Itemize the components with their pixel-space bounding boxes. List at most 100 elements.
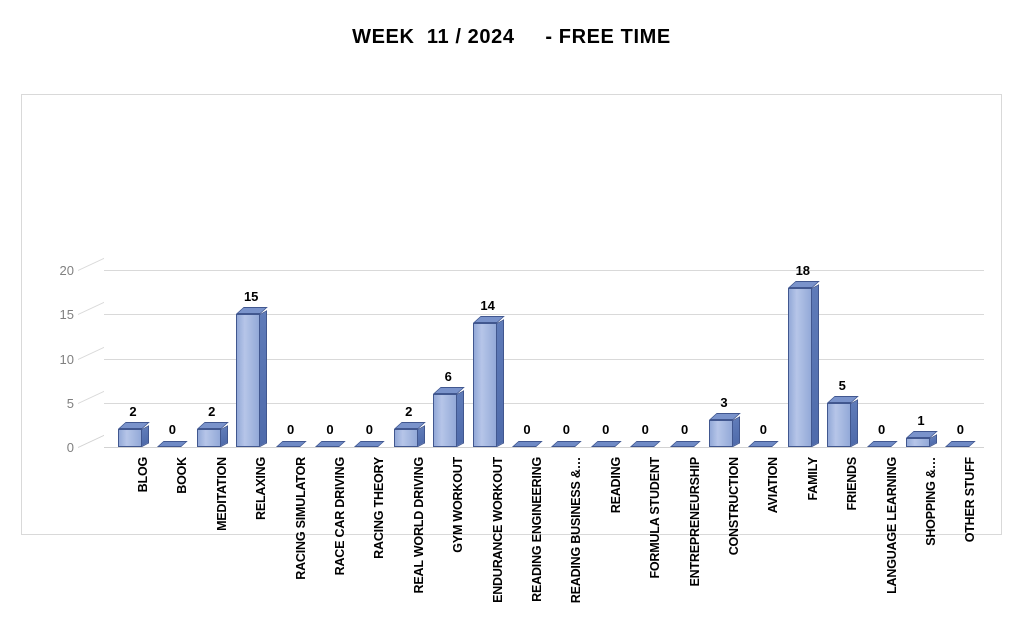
gridline xyxy=(104,270,984,271)
bar-column[interactable]: 0 xyxy=(315,95,352,447)
bar-zero-marker xyxy=(315,441,346,447)
bar-value-label: 0 xyxy=(956,422,964,437)
bar-column[interactable]: 0 xyxy=(590,95,628,447)
bar-column[interactable]: 0 xyxy=(748,95,785,447)
x-axis-category-label: RACING THEORY xyxy=(372,457,387,559)
x-axis-category-label: RACING SIMULATOR xyxy=(293,457,308,580)
x-axis-category-label: MEDITATION xyxy=(214,457,229,531)
x-axis-category-label: READING ENGINEERING xyxy=(530,457,544,602)
bar-value-label: 2 xyxy=(405,404,413,419)
bar-side-face xyxy=(496,319,504,447)
bar-column[interactable]: 2 xyxy=(118,95,155,447)
bar-value-label: 1 xyxy=(917,413,925,428)
bar-side-face xyxy=(733,416,740,447)
gridline-depth xyxy=(78,346,104,372)
bar-front-face xyxy=(827,403,852,447)
bar-value-label: 0 xyxy=(562,422,570,437)
bar-side-face xyxy=(851,399,859,447)
bar-zero-marker xyxy=(512,441,543,447)
bar-value-label: 0 xyxy=(168,422,176,437)
bar-column[interactable]: 0 xyxy=(630,95,667,447)
bar-value-label: 0 xyxy=(365,422,373,437)
bar-zero-marker xyxy=(551,441,583,447)
x-axis-category-label: RELAXING xyxy=(254,457,269,520)
x-axis-category-label: FORMULA STUDENT xyxy=(648,457,663,579)
bar-column[interactable]: 0 xyxy=(157,95,194,447)
bar-front-face xyxy=(118,429,142,447)
bar-front-face xyxy=(472,323,497,447)
bar-column[interactable]: 3 xyxy=(709,95,746,447)
bar-column[interactable]: 0 xyxy=(512,95,549,447)
bar-side-face xyxy=(457,390,465,447)
bar-value-label: 5 xyxy=(838,378,846,393)
x-axis-category-label: BOOK xyxy=(175,457,190,494)
bar-value-label: 14 xyxy=(480,298,495,313)
bar-column[interactable]: 0 xyxy=(551,95,588,447)
x-axis-category-label: GYM WORKOUT xyxy=(451,457,466,553)
bar-side-face xyxy=(811,284,819,447)
bar-column[interactable]: 18 xyxy=(787,95,825,447)
bar-value-label: 0 xyxy=(326,422,334,437)
bar-column[interactable]: 15 xyxy=(236,95,273,447)
bar-value-label: 0 xyxy=(602,422,610,437)
bar-side-face xyxy=(142,425,149,447)
bar-column[interactable]: 2 xyxy=(196,95,234,447)
x-axis-category-label: REAL WORLD DRIVING xyxy=(411,457,426,594)
bar-column[interactable]: 0 xyxy=(275,95,313,447)
bar-value-label: 0 xyxy=(680,422,689,437)
gridline xyxy=(104,402,984,404)
bar-value-label: 0 xyxy=(286,422,295,437)
bar-front-face xyxy=(906,438,930,447)
y-axis-tick: 0 xyxy=(36,441,74,454)
x-axis-category-label: SHOPPING &… xyxy=(924,457,938,546)
bar-column[interactable]: 2 xyxy=(393,95,431,447)
bar-front-face xyxy=(433,394,458,447)
axis-baseline xyxy=(104,447,984,448)
x-axis-category-label: ENTREPRENEURSHIP xyxy=(687,457,702,587)
bar-value-label: 2 xyxy=(129,404,137,419)
bar-zero-marker xyxy=(275,441,307,447)
bar-front-face xyxy=(787,288,812,447)
bar-zero-marker xyxy=(157,441,189,447)
bar-value-label: 0 xyxy=(877,422,886,437)
bar-column[interactable]: 0 xyxy=(945,95,982,447)
axis-baseline-depth xyxy=(78,434,104,460)
bar-front-face xyxy=(709,420,733,447)
y-axis-tick-label: 20 xyxy=(59,263,74,278)
y-axis-tick: 15 xyxy=(36,308,74,321)
bar-zero-marker xyxy=(630,441,661,447)
y-axis-tick-label: 0 xyxy=(66,440,74,455)
chart-frame: 0 5 10 15 20 2 0 2 15 0 0 0 2 6 14 0 0 0 0 0 3 0 18 5 0 1 0 BLOG B… xyxy=(21,94,1003,603)
plot-area: 0 5 10 15 20 2 0 2 15 0 0 0 2 6 14 0 0 0 0 0 3 0 18 5 0 1 0 BLOG B… xyxy=(22,95,1003,603)
bar-column[interactable]: 14 xyxy=(472,95,510,447)
page-title: WEEK 11 / 2024 - FREE TIME xyxy=(352,26,671,48)
x-axis-category-label: LANGUAGE LEARNING xyxy=(884,457,899,594)
y-axis-tick-label: 10 xyxy=(59,351,74,367)
x-axis-category-label: ENDURANCE WORKOUT xyxy=(490,457,505,603)
bar-column[interactable]: 5 xyxy=(827,95,864,447)
bar-zero-marker xyxy=(669,441,701,447)
bar-column[interactable]: 0 xyxy=(866,95,904,447)
bar-value-label: 6 xyxy=(444,369,452,384)
gridline-depth xyxy=(78,390,104,416)
gridline-depth xyxy=(78,257,104,283)
x-axis-category-label: AVIATION xyxy=(766,457,781,514)
bar-value-label: 0 xyxy=(759,422,767,437)
bar-front-face xyxy=(196,429,221,447)
bar-front-face xyxy=(236,314,261,447)
y-axis-tick: 5 xyxy=(36,397,74,410)
bar-column[interactable]: 6 xyxy=(433,95,470,447)
bar-value-label: 15 xyxy=(243,289,259,304)
bar-value-label: 0 xyxy=(523,422,531,437)
x-axis-category-label: BLOG xyxy=(136,457,150,493)
bar-column[interactable]: 0 xyxy=(354,95,391,447)
x-axis-category-label: FRIENDS xyxy=(845,457,860,511)
bar-side-face xyxy=(260,310,268,447)
bar-column[interactable]: 0 xyxy=(669,95,707,447)
y-axis-tick: 10 xyxy=(36,353,74,366)
bar-zero-marker xyxy=(866,441,898,447)
bar-front-face xyxy=(393,429,418,447)
x-axis-category-label: RACE CAR DRIVING xyxy=(333,457,347,576)
bar-column[interactable]: 1 xyxy=(906,95,943,447)
bar-zero-marker xyxy=(590,441,622,447)
